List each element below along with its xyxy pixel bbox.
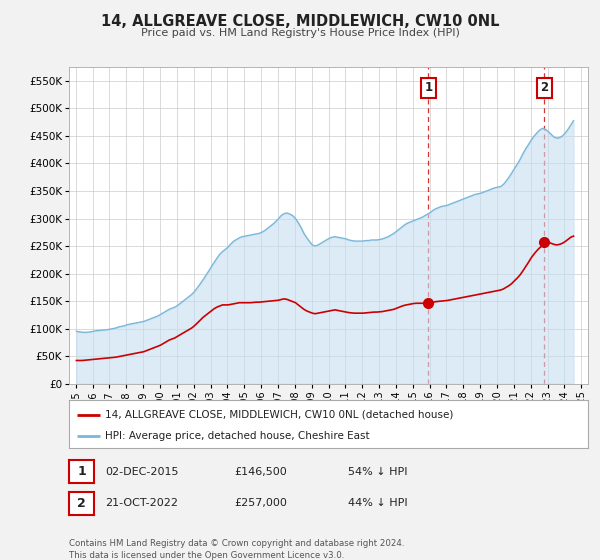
Text: 44% ↓ HPI: 44% ↓ HPI xyxy=(348,498,407,508)
Text: 1: 1 xyxy=(424,81,433,94)
Text: 2: 2 xyxy=(540,81,548,94)
Text: 02-DEC-2015: 02-DEC-2015 xyxy=(105,466,179,477)
Text: Price paid vs. HM Land Registry's House Price Index (HPI): Price paid vs. HM Land Registry's House … xyxy=(140,28,460,38)
Text: 21-OCT-2022: 21-OCT-2022 xyxy=(105,498,178,508)
Text: 2: 2 xyxy=(77,497,86,510)
Text: Contains HM Land Registry data © Crown copyright and database right 2024.
This d: Contains HM Land Registry data © Crown c… xyxy=(69,539,404,559)
Text: 14, ALLGREAVE CLOSE, MIDDLEWICH, CW10 0NL: 14, ALLGREAVE CLOSE, MIDDLEWICH, CW10 0N… xyxy=(101,14,499,29)
Text: 54% ↓ HPI: 54% ↓ HPI xyxy=(348,466,407,477)
Text: HPI: Average price, detached house, Cheshire East: HPI: Average price, detached house, Ches… xyxy=(106,431,370,441)
Text: £146,500: £146,500 xyxy=(234,466,287,477)
Text: £257,000: £257,000 xyxy=(234,498,287,508)
Text: 1: 1 xyxy=(77,465,86,478)
Text: 14, ALLGREAVE CLOSE, MIDDLEWICH, CW10 0NL (detached house): 14, ALLGREAVE CLOSE, MIDDLEWICH, CW10 0N… xyxy=(106,410,454,419)
